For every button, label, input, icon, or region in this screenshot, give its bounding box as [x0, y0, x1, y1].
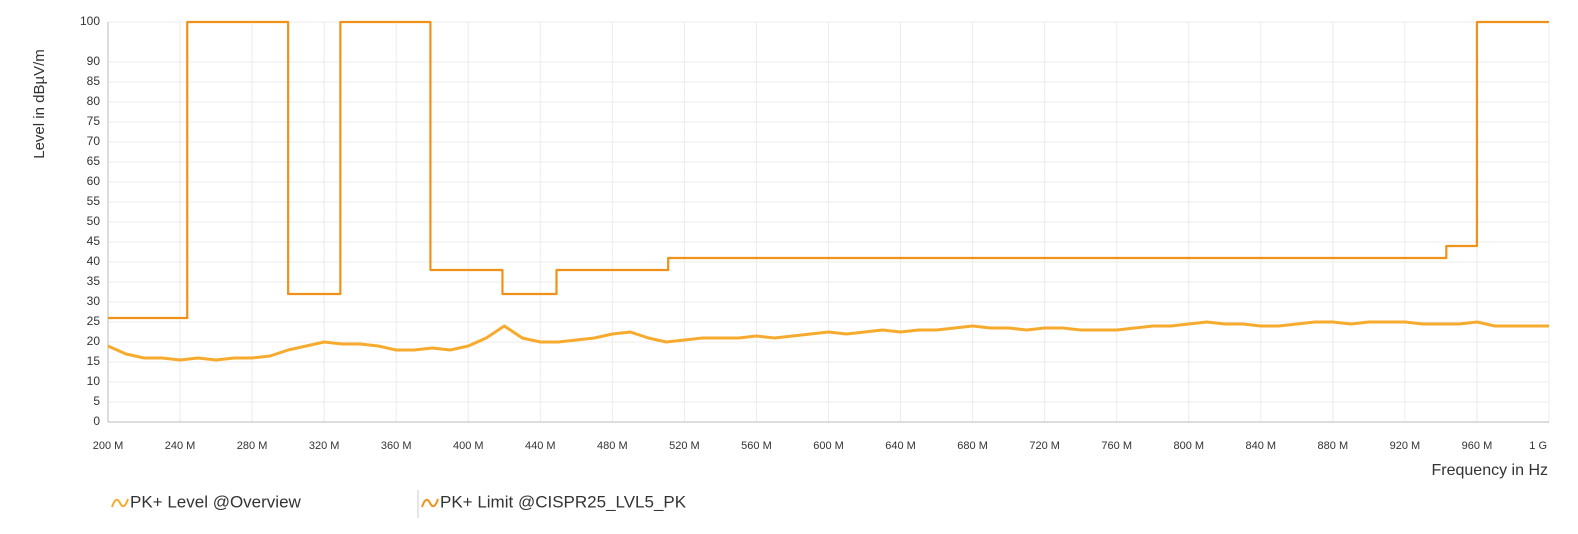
y-tick-label: 45: [87, 234, 101, 248]
y-tick-label: 65: [87, 154, 101, 168]
legend-label: PK+ Level @Overview: [130, 492, 302, 511]
x-tick-label: 960 M: [1462, 440, 1493, 452]
y-tick-label: 60: [87, 174, 101, 188]
x-tick-label: 840 M: [1246, 440, 1277, 452]
x-tick-label: 480 M: [597, 440, 628, 452]
x-tick-label: 600 M: [813, 440, 844, 452]
x-tick-label: 800 M: [1173, 440, 1204, 452]
x-tick-label: 240 M: [165, 440, 196, 452]
x-tick-label: 400 M: [453, 440, 484, 452]
y-tick-label: 80: [87, 94, 101, 108]
x-tick-label: 280 M: [237, 440, 268, 452]
x-tick-label: 880 M: [1318, 440, 1349, 452]
x-tick-label: 320 M: [309, 440, 340, 452]
series-line: [108, 20, 1549, 320]
x-tick-label: 720 M: [1029, 440, 1060, 452]
y-tick-label: 70: [87, 134, 101, 148]
y-tick-label: 0: [93, 414, 100, 428]
x-tick-label: 640 M: [885, 440, 916, 452]
y-tick-label: 5: [93, 394, 100, 408]
y-axis-title: Level in dBµV/m: [31, 49, 48, 159]
x-tick-label: 920 M: [1390, 440, 1421, 452]
x-tick-label: 440 M: [525, 440, 556, 452]
y-tick-label: 20: [87, 334, 101, 348]
x-tick-label: 520 M: [669, 440, 700, 452]
x-tick-label: 760 M: [1101, 440, 1132, 452]
y-tick-label: 40: [87, 254, 101, 268]
legend-icon: [421, 498, 439, 508]
series-line: [107, 320, 1549, 362]
y-tick-label: 55: [87, 194, 101, 208]
y-tick-label: 100: [80, 14, 100, 28]
x-tick-label: 560 M: [741, 440, 772, 452]
x-tick-label: 1 G: [1529, 440, 1547, 452]
y-tick-label: 15: [87, 354, 101, 368]
y-tick-label: 30: [87, 294, 101, 308]
y-tick-label: 50: [87, 214, 101, 228]
y-tick-label: 10: [87, 374, 101, 388]
y-tick-label: 75: [87, 114, 101, 128]
x-axis-title: Frequency in Hz: [1432, 462, 1549, 479]
x-tick-label: 360 M: [381, 440, 412, 452]
x-tick-label: 680 M: [957, 440, 988, 452]
legend-label: PK+ Limit @CISPR25_LVL5_PK: [440, 492, 687, 511]
legend-icon: [111, 498, 129, 508]
y-tick-label: 90: [87, 54, 101, 68]
y-tick-label: 25: [87, 314, 101, 328]
y-tick-label: 85: [87, 74, 101, 88]
y-tick-label: 35: [87, 274, 101, 288]
x-tick-label: 200 M: [93, 440, 124, 452]
